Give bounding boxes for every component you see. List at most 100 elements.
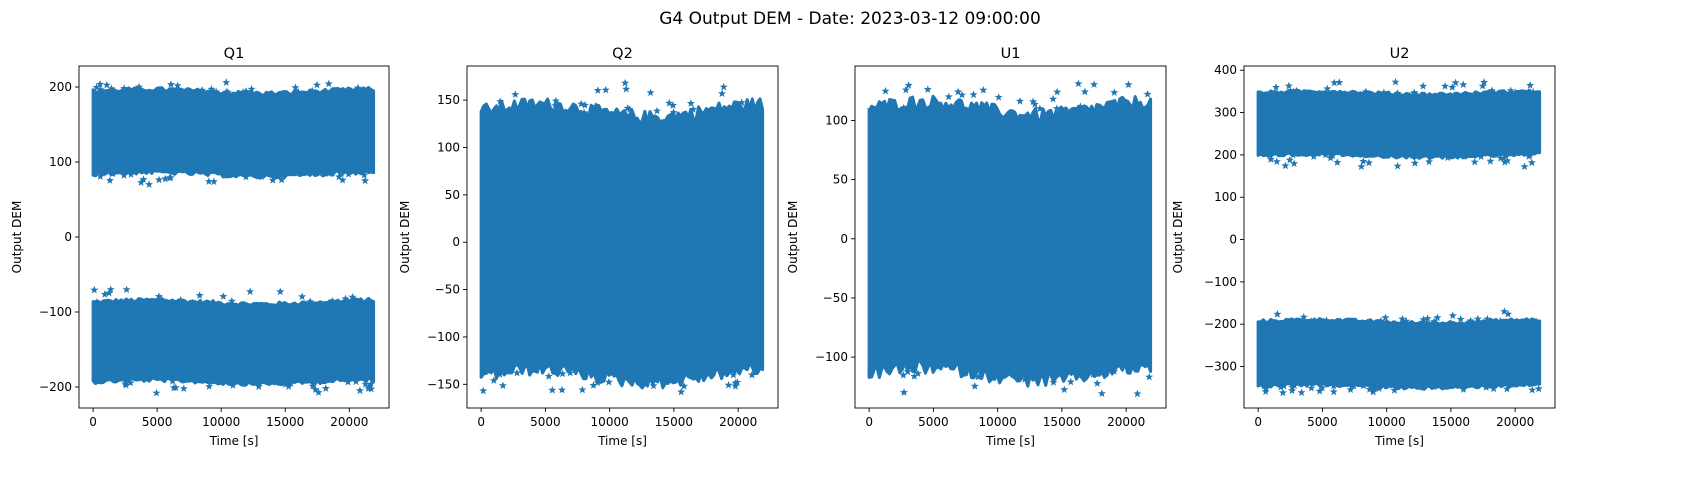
scatter-point-max [1074, 79, 1083, 88]
subplot-q2: 0 5000 10000 15000 20000 150 100 50 0 −50 −100 −150… [398, 46, 779, 448]
scatter-point [1410, 159, 1419, 167]
scatter-point [354, 83, 362, 92]
scatter-point [489, 376, 498, 384]
scatter-point [100, 290, 109, 298]
scatter-point [1066, 377, 1075, 386]
scatter-point [361, 176, 370, 185]
scatter-point [479, 386, 488, 395]
scatter-point [1023, 370, 1032, 378]
scatter-point [1328, 151, 1337, 160]
subplot-title: Q1 [224, 46, 245, 62]
scatter-point [237, 169, 246, 177]
scatter-point [1089, 370, 1098, 378]
y-tick-label: 100 [1214, 190, 1237, 204]
scatter-point [344, 170, 353, 178]
scatter-point [591, 102, 600, 110]
scatter-point [913, 369, 922, 377]
scatter-point [1075, 367, 1084, 375]
scatter-point [719, 82, 728, 91]
scatter-point-min [1520, 162, 1529, 171]
scatter-point [209, 177, 218, 186]
y-tick-label: −50 [435, 283, 460, 297]
scatter-point [580, 108, 588, 117]
scatter-point [169, 383, 178, 392]
scatter-point [1110, 367, 1119, 375]
scatter-point [1329, 387, 1338, 396]
scatter-point [108, 169, 117, 178]
axes-frame [1243, 65, 1556, 409]
scatter-point [341, 294, 350, 303]
figure-suptitle: G4 Output DEM - Date: 2023-03-12 09:00:0… [659, 9, 1041, 29]
x-axis-label: Time [s] [209, 434, 259, 448]
scatter-point [974, 104, 983, 113]
scatter-point [743, 102, 751, 111]
scatter-point [308, 86, 317, 95]
scatter-point [1315, 387, 1324, 395]
scatter-point [1382, 381, 1391, 390]
y-tick-label: 200 [1214, 148, 1237, 162]
scatter-point [1371, 383, 1380, 392]
x-tick-label: 5000 [530, 415, 561, 429]
scatter-point [325, 169, 334, 177]
scatter-point [1326, 153, 1335, 162]
y-tick-label: −100 [39, 305, 72, 319]
data-band-1 [90, 285, 376, 397]
scatter-point [345, 88, 354, 96]
scatter-point [1290, 381, 1299, 389]
y-tick-label: 50 [833, 173, 848, 187]
scatter-point [1330, 78, 1339, 87]
scatter-point [665, 99, 674, 107]
scatter-point [625, 105, 634, 113]
scatter-points-dense [91, 86, 376, 180]
y-axis-label: Output DEM [786, 201, 800, 274]
scatter-point [1288, 386, 1297, 395]
y-tick-label: 0 [452, 235, 460, 249]
scatter-point [1079, 106, 1088, 115]
scatter-point [102, 80, 111, 89]
scatter-point [364, 384, 373, 392]
scatter-point [92, 298, 101, 306]
x-tick-label: 5000 [918, 415, 949, 429]
scatter-point [1110, 88, 1119, 96]
scatter-point [1030, 100, 1039, 108]
scatter-point [904, 81, 913, 89]
subplot-u2: 0 5000 10000 15000 20000 400 300 200 100 0 −100 −20… [1171, 46, 1556, 448]
scatter-point [246, 287, 255, 295]
scatter-point [1375, 384, 1383, 392]
scatter-point [1503, 156, 1512, 165]
scatter-point [591, 107, 600, 116]
scatter-point [910, 372, 919, 380]
scatter-point [903, 367, 912, 376]
scatter-point [1390, 386, 1399, 394]
scatter-point [718, 89, 726, 97]
scatter-point [1090, 80, 1099, 88]
y-axis-label: Output DEM [398, 201, 412, 274]
scatter-point [352, 377, 360, 385]
scatter-point [229, 381, 237, 389]
scatter-point [1124, 80, 1133, 89]
scatter-point [1359, 157, 1368, 165]
scatter-point [1460, 152, 1469, 160]
scatter-point [1499, 154, 1508, 162]
scatter-point [511, 90, 520, 98]
scatter-point [1279, 381, 1288, 390]
scatter-point [495, 370, 504, 378]
y-tick-label: 200 [49, 80, 72, 94]
x-tick-label: 0 [477, 415, 485, 429]
scatter-point [1309, 152, 1318, 160]
scatter-point [660, 375, 669, 384]
scatter-point [569, 106, 578, 114]
scatter-point [1307, 317, 1316, 325]
scatter-point [558, 385, 566, 394]
scatter-point [1503, 384, 1511, 393]
scatter-point [154, 292, 163, 300]
scatter-point [145, 297, 154, 306]
scatter-point [126, 378, 135, 387]
scatter-point [335, 172, 343, 181]
scatter-point [923, 85, 932, 93]
scatter-point [114, 298, 123, 307]
scatter-point [566, 368, 575, 377]
scatter-point [135, 82, 143, 91]
scatter-point [367, 379, 376, 388]
scatter-point [956, 106, 965, 115]
